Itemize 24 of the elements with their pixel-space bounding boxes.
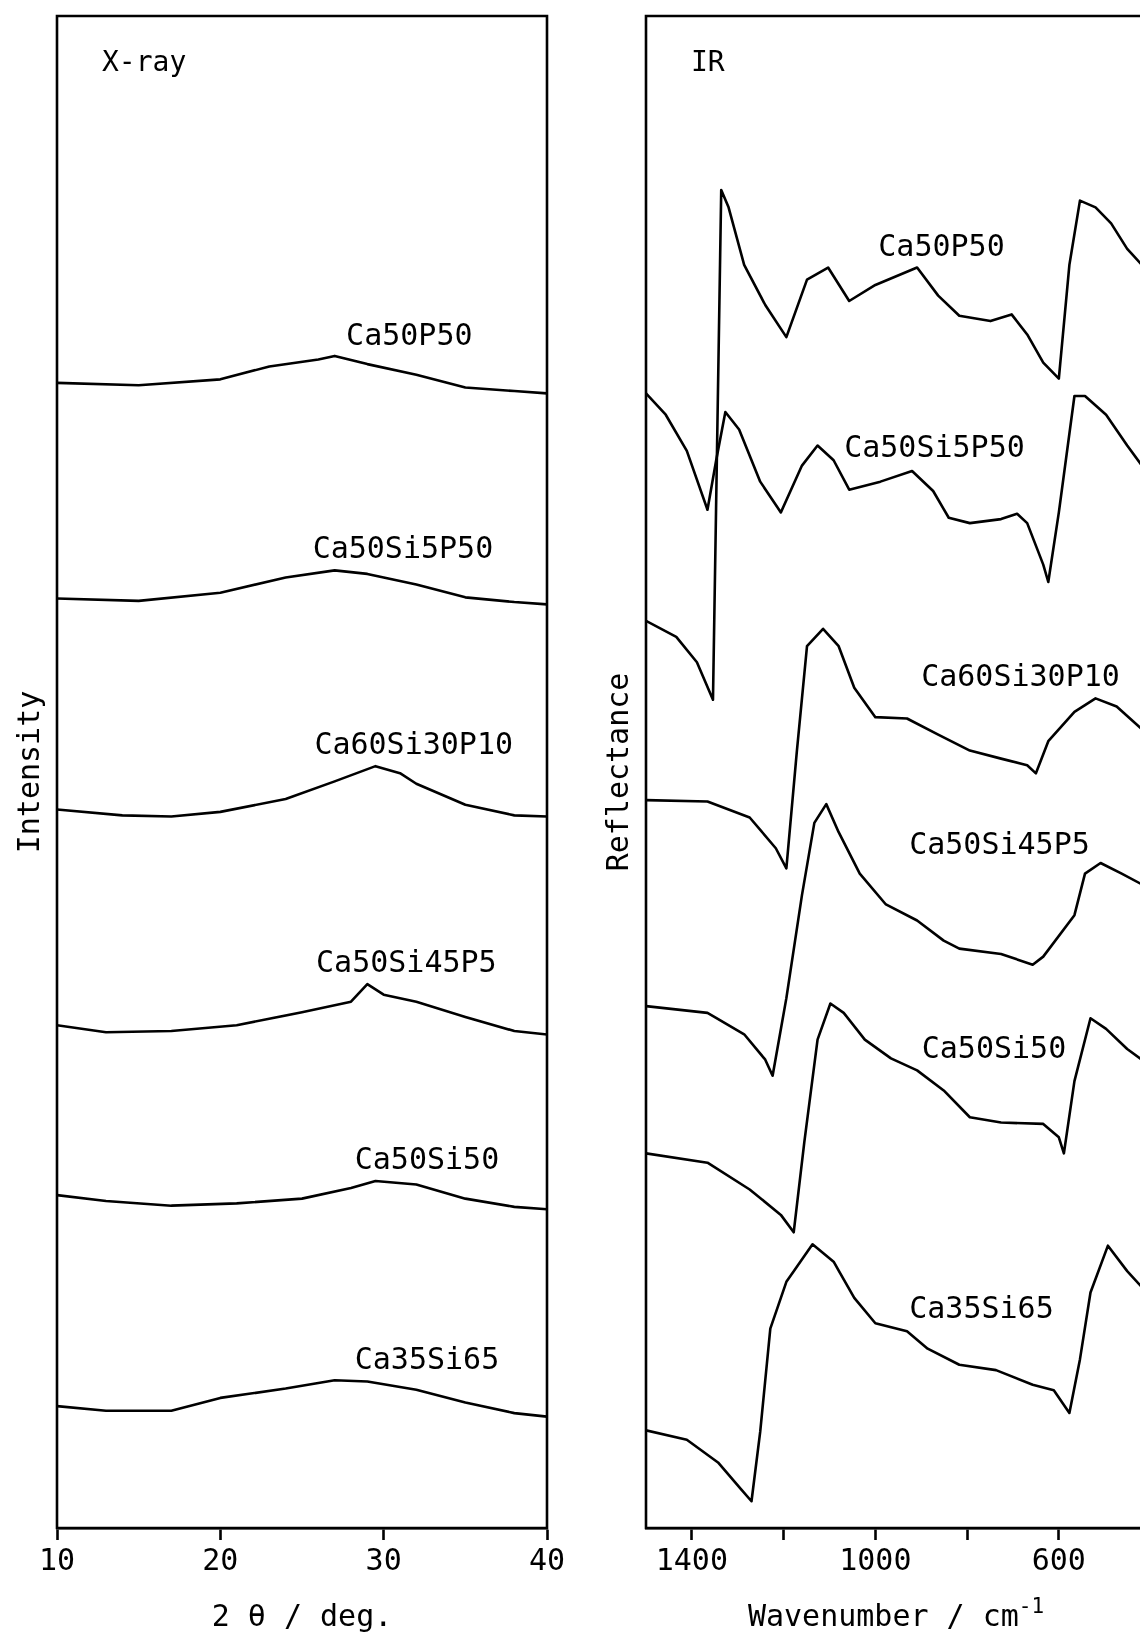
x-tick-label: 1400 xyxy=(655,1541,728,1577)
series-label: Ca60Si30P10 xyxy=(921,658,1120,694)
y-axis-title: Reflectance xyxy=(600,672,635,872)
series-label: Ca35Si65 xyxy=(354,1340,500,1376)
series-label: Ca50Si45P5 xyxy=(316,944,497,980)
series-label: Ca50Si45P5 xyxy=(909,826,1090,862)
x-tick-label: 30 xyxy=(365,1541,402,1577)
y-axis-title: Intensity xyxy=(11,690,46,854)
x-tick-label: 40 xyxy=(528,1541,566,1577)
x-axis-title: 2 θ / deg. xyxy=(211,1598,393,1633)
series-label: Ca50Si50 xyxy=(921,1029,1067,1065)
series-label: Ca50P50 xyxy=(878,227,1005,263)
series-label: Ca50Si5P50 xyxy=(312,530,494,566)
series-label: Ca60Si30P10 xyxy=(314,726,514,762)
series-label: Ca50P50 xyxy=(346,317,473,353)
x-tick-label: 20 xyxy=(202,1541,239,1577)
text: IR xyxy=(691,45,725,78)
x-tick-label: 10 xyxy=(38,1541,76,1577)
series-label: Ca50Si5P50 xyxy=(844,428,1025,464)
x-tick-label: 600 xyxy=(1031,1541,1086,1577)
series-label: Ca35Si65 xyxy=(909,1290,1054,1326)
text: X-ray xyxy=(102,45,187,78)
series-label: Ca50Si50 xyxy=(354,1141,500,1177)
x-tick-label: 1000 xyxy=(839,1541,912,1577)
